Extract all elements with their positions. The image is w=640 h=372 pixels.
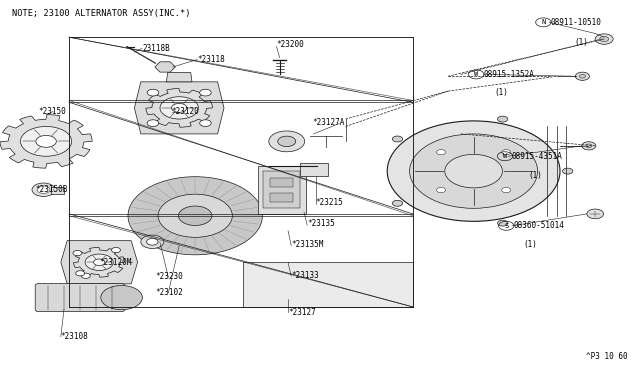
Circle shape (502, 150, 511, 155)
Circle shape (410, 134, 538, 208)
Polygon shape (134, 82, 224, 134)
Circle shape (76, 271, 84, 276)
Text: *23133: *23133 (291, 271, 319, 280)
Polygon shape (61, 241, 138, 284)
Circle shape (497, 116, 508, 122)
Text: *23150: *23150 (38, 107, 66, 116)
Circle shape (392, 136, 403, 142)
Circle shape (586, 144, 592, 148)
Bar (258, 166, 306, 214)
Text: NOTE; 23100 ALTERNATOR ASSY(INC.*): NOTE; 23100 ALTERNATOR ASSY(INC.*) (12, 9, 190, 18)
Circle shape (37, 186, 50, 193)
Circle shape (200, 120, 211, 126)
Text: W: W (474, 71, 478, 77)
Circle shape (36, 135, 56, 147)
Circle shape (200, 89, 211, 96)
Text: (1): (1) (524, 240, 538, 249)
Circle shape (502, 187, 511, 193)
Text: *23215: *23215 (316, 198, 343, 207)
Text: *23200: *23200 (276, 40, 304, 49)
Text: W: W (503, 153, 507, 159)
FancyBboxPatch shape (35, 283, 125, 311)
Circle shape (32, 183, 55, 196)
Text: (1): (1) (574, 38, 588, 47)
Circle shape (579, 74, 586, 78)
Text: *23150B: *23150B (35, 185, 68, 194)
Text: 08915-4351A: 08915-4351A (512, 152, 563, 161)
Text: ^P3 10 60: ^P3 10 60 (586, 352, 627, 361)
Circle shape (436, 150, 445, 155)
Circle shape (278, 136, 296, 147)
Circle shape (595, 34, 613, 44)
Bar (300, 163, 328, 176)
Circle shape (101, 286, 143, 310)
Text: *23120M: *23120M (99, 258, 132, 267)
Circle shape (141, 235, 164, 248)
Polygon shape (74, 247, 125, 277)
Text: *23230: *23230 (156, 272, 183, 280)
Polygon shape (166, 73, 192, 82)
Polygon shape (155, 62, 175, 72)
Bar (270, 178, 293, 187)
Text: 08911-10510: 08911-10510 (550, 18, 601, 27)
Circle shape (392, 200, 403, 206)
Circle shape (445, 154, 502, 188)
Text: 08360-51014: 08360-51014 (513, 221, 564, 230)
Circle shape (160, 97, 198, 119)
Circle shape (600, 36, 609, 42)
Circle shape (93, 259, 105, 266)
Text: (1): (1) (528, 171, 542, 180)
Circle shape (582, 142, 596, 150)
Circle shape (172, 103, 187, 112)
Circle shape (147, 120, 159, 126)
Bar (51, 187, 64, 194)
Text: 08915-1352A: 08915-1352A (483, 70, 534, 79)
Circle shape (575, 72, 589, 80)
Circle shape (147, 89, 159, 96)
Text: 23118B: 23118B (142, 44, 170, 53)
Bar (243, 262, 413, 307)
Text: S: S (504, 223, 508, 229)
Circle shape (73, 250, 82, 256)
Circle shape (563, 168, 573, 174)
Text: (1): (1) (495, 89, 509, 97)
Text: *23108: *23108 (61, 332, 88, 341)
Text: *23135: *23135 (307, 219, 335, 228)
Text: *23127: *23127 (288, 308, 316, 317)
Text: *23118: *23118 (197, 55, 225, 64)
Bar (263, 171, 301, 208)
Circle shape (269, 131, 305, 152)
Circle shape (436, 187, 445, 193)
Circle shape (387, 121, 560, 221)
Circle shape (497, 220, 508, 226)
Circle shape (20, 126, 72, 156)
Text: *23102: *23102 (156, 288, 183, 297)
Text: *23127A: *23127A (312, 118, 345, 127)
Circle shape (81, 273, 90, 278)
Circle shape (128, 177, 262, 255)
Circle shape (147, 238, 158, 245)
Circle shape (158, 194, 232, 237)
Text: *23135M: *23135M (291, 240, 324, 249)
Text: N: N (541, 19, 545, 25)
Polygon shape (146, 89, 212, 127)
Text: *23120: *23120 (172, 107, 199, 116)
Circle shape (179, 206, 212, 225)
Polygon shape (0, 115, 92, 168)
Bar (270, 193, 293, 202)
Circle shape (587, 209, 604, 219)
Circle shape (85, 254, 113, 270)
Circle shape (111, 247, 120, 253)
